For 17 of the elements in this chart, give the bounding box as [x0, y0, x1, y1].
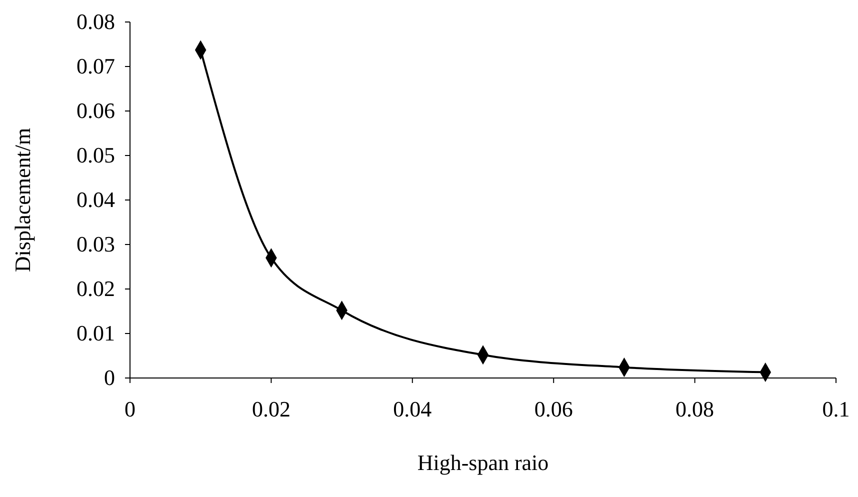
y-tick-label: 0.04 [76, 187, 115, 212]
y-tick-label: 0.08 [76, 9, 115, 34]
y-tick-label: 0 [104, 365, 115, 390]
x-tick-label: 0.1 [822, 396, 850, 422]
y-tick-label: 0.07 [76, 54, 115, 79]
y-tick-label: 0.02 [76, 276, 115, 302]
y-tick-label: 0.01 [76, 320, 115, 346]
x-tick-label: 0.06 [534, 396, 573, 422]
y-tick-label: 0.06 [76, 98, 115, 124]
x-tick-label: 0.04 [393, 396, 432, 422]
y-tick-label: 0.03 [76, 232, 115, 257]
y-tick-label: 0.05 [76, 142, 115, 168]
x-tick-label: 0.02 [252, 396, 290, 422]
x-axis-title: High-span raio [417, 450, 549, 475]
x-tick-label: 0 [124, 396, 136, 422]
x-tick-label: 0.08 [676, 396, 714, 422]
y-axis-title: Displacement/m [10, 128, 35, 272]
